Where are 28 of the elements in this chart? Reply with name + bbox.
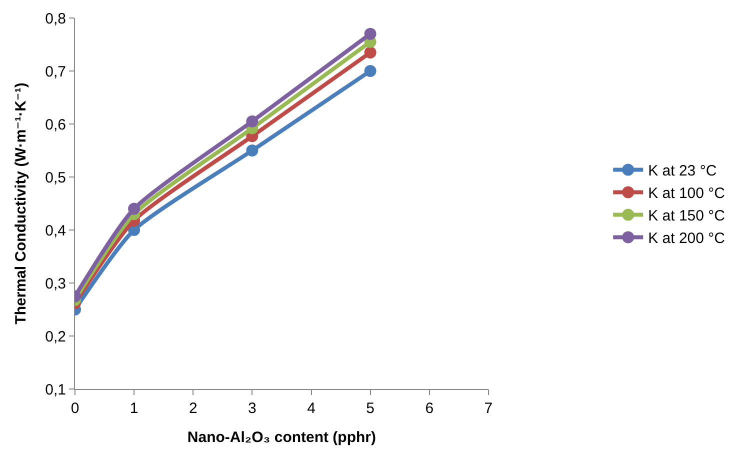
y-tick-label: 0,4 bbox=[45, 222, 66, 240]
point bbox=[246, 144, 258, 156]
y-axis-title: Thermal Conductivity (W·m⁻¹·K⁻¹) bbox=[12, 82, 30, 324]
x-tick-label: 2 bbox=[188, 400, 198, 417]
point bbox=[364, 46, 376, 58]
x-tick-label: 4 bbox=[307, 400, 316, 417]
legend-label: K at 23 °C bbox=[648, 162, 717, 180]
y-tick-label: 0,3 bbox=[45, 275, 66, 292]
point bbox=[364, 65, 376, 77]
x-tick-label: 5 bbox=[366, 400, 374, 417]
legend-label: K at 200 °C bbox=[648, 230, 726, 248]
y-tick-label: 0,6 bbox=[45, 116, 66, 134]
x-tick-label: 1 bbox=[130, 400, 138, 417]
point bbox=[246, 115, 258, 128]
x-tick-label: 0 bbox=[70, 400, 80, 417]
point bbox=[128, 202, 140, 215]
x-tick-label: 7 bbox=[484, 400, 493, 417]
x-tick-label: 6 bbox=[425, 400, 434, 417]
legend-label: K at 100 °C bbox=[648, 185, 726, 202]
legend-label: K at 150 °C bbox=[648, 208, 726, 225]
y-tick-label: 0,7 bbox=[45, 63, 66, 80]
y-tick-label: 0,1 bbox=[45, 381, 66, 398]
y-tick-label: 0,5 bbox=[45, 169, 66, 186]
y-tick-label: 0,2 bbox=[45, 328, 66, 346]
y-tick-label: 0,8 bbox=[45, 10, 66, 28]
x-tick-label: 3 bbox=[248, 400, 256, 417]
point bbox=[364, 28, 376, 40]
x-axis-title: Nano-Al₂O₃ content (pphr) bbox=[187, 429, 376, 446]
